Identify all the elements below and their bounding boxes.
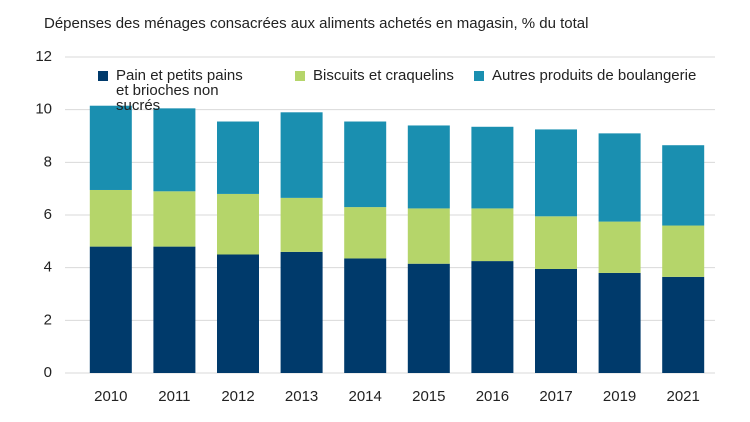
bar-segment [598,133,641,222]
chart-title: Dépenses des ménages consacrées aux alim… [44,15,588,32]
legend-swatch [98,71,108,81]
bar-segment [535,216,577,269]
x-tick-label: 2021 [667,388,700,405]
bar-segment [217,193,259,255]
y-tick-label: 6 [44,206,52,223]
bar-segment [153,191,196,247]
y-tick-label: 12 [35,48,52,65]
legend-entry: Pain et petits pains et brioches non suc… [98,68,258,113]
y-tick-label: 4 [44,259,52,276]
x-tick-label: 2013 [285,388,318,405]
bar-segment [407,125,450,209]
y-tick-label: 8 [44,153,52,170]
x-tick-label: 2019 [603,388,636,405]
legend-label: Autres produits de boulangerie [492,67,697,84]
x-tick-label: 2012 [221,388,254,405]
bar-segment [280,197,323,252]
bar-segment [662,276,705,373]
bar-segment [471,208,514,262]
bar-segment [407,263,450,373]
y-tick-label: 0 [44,364,52,381]
bar-segment [89,105,132,190]
bar-segment [280,112,323,198]
legend-swatch [295,71,305,81]
legend-entry: Biscuits et craquelins [295,68,465,83]
x-tick-label: 2011 [158,388,190,405]
bar-segment [535,129,577,217]
y-tick-label: 10 [35,101,52,118]
bar-segment [344,121,387,208]
bar-segment [471,261,514,373]
legend-swatch [474,71,484,81]
x-tick-label: 2015 [412,388,445,405]
x-tick-label: 2010 [94,388,127,405]
x-tick-label: 2016 [476,388,509,405]
bar-segment [217,254,259,373]
bar-segment [89,189,132,247]
bar-segment [344,207,387,259]
bar-segment [153,246,196,373]
bar-segment [153,108,196,192]
legend-label: Pain et petits pains et brioches non suc… [116,67,243,114]
x-tick-label: 2014 [349,388,382,405]
bar-segment [662,145,705,226]
bar-segment [598,221,641,273]
bar-segment [217,121,259,194]
bar-segment [280,251,323,373]
y-tick-label: 2 [44,311,52,328]
bar-segment [598,272,641,373]
bar-segment [89,246,132,373]
bar-segment [535,268,577,373]
bar-segment [662,225,705,277]
x-tick-label: 2017 [539,388,572,405]
bar-segment [407,208,450,264]
legend-label: Biscuits et craquelins [313,67,454,84]
legend-entry: Autres produits de boulangerie [474,68,704,83]
bar-segment [344,258,387,373]
bar-segment [471,126,514,209]
